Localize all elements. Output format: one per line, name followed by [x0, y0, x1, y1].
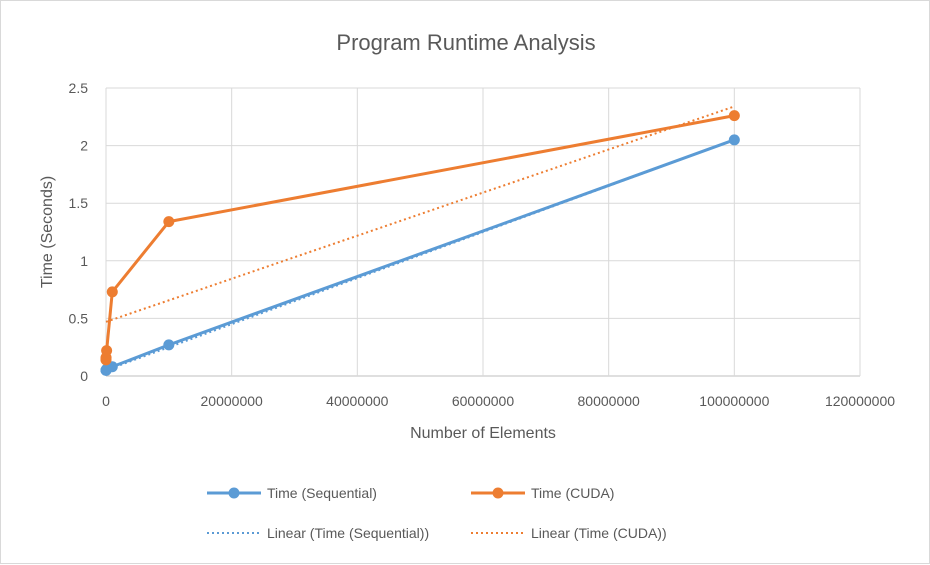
data-point-cuda — [106, 286, 118, 298]
x-axis-title: Number of Elements — [410, 425, 556, 442]
series-layer — [100, 110, 740, 376]
y-tick-label: 1 — [80, 253, 88, 269]
chart-title: Program Runtime Analysis — [336, 30, 595, 55]
legend-item-cuda: Time (CUDA) — [471, 485, 614, 501]
legend-item-sequential: Time (Sequential) — [207, 485, 377, 501]
legend-label: Time (Sequential) — [267, 485, 377, 501]
legend-item-trend-sequential: Linear (Time (Sequential)) — [207, 525, 429, 541]
legend-label: Time (CUDA) — [531, 485, 614, 501]
data-point-sequential — [728, 134, 740, 146]
y-axis-title: Time (Seconds) — [39, 176, 56, 288]
trendlines — [105, 105, 735, 372]
x-tick-label: 60000000 — [452, 393, 515, 409]
y-tick-label: 0.5 — [69, 310, 89, 326]
x-tick-label: 20000000 — [201, 393, 264, 409]
trendline-sequential — [105, 138, 735, 372]
y-tick-label: 0 — [80, 368, 88, 384]
legend-marker — [492, 487, 504, 499]
legend: Time (Sequential) Time (CUDA) Linear (Time… — [207, 485, 667, 541]
x-axis-ticks: 0 20000000 40000000 60000000 80000000 1000000… — [102, 393, 895, 409]
x-tick-label: 40000000 — [326, 393, 389, 409]
y-axis-ticks: 0 0.5 1 1.5 2 2.5 — [69, 80, 89, 384]
data-point-sequential — [163, 339, 175, 351]
y-tick-label: 1.5 — [69, 195, 89, 211]
x-tick-label: 100000000 — [699, 393, 769, 409]
legend-label: Linear (Time (CUDA)) — [531, 525, 667, 541]
x-tick-label: 0 — [102, 393, 110, 409]
y-tick-label: 2 — [80, 138, 88, 154]
legend-marker — [228, 487, 240, 499]
x-tick-label: 80000000 — [578, 393, 641, 409]
data-point-cuda — [728, 110, 740, 122]
legend-item-trend-cuda: Linear (Time (CUDA)) — [471, 525, 667, 541]
y-tick-label: 2.5 — [69, 80, 89, 96]
series-line-cuda — [104, 114, 735, 361]
trendline-cuda — [105, 105, 735, 323]
x-tick-label: 120000000 — [825, 393, 895, 409]
data-point-cuda — [101, 345, 113, 357]
legend-label: Linear (Time (Sequential)) — [267, 525, 429, 541]
data-point-cuda — [163, 216, 175, 228]
